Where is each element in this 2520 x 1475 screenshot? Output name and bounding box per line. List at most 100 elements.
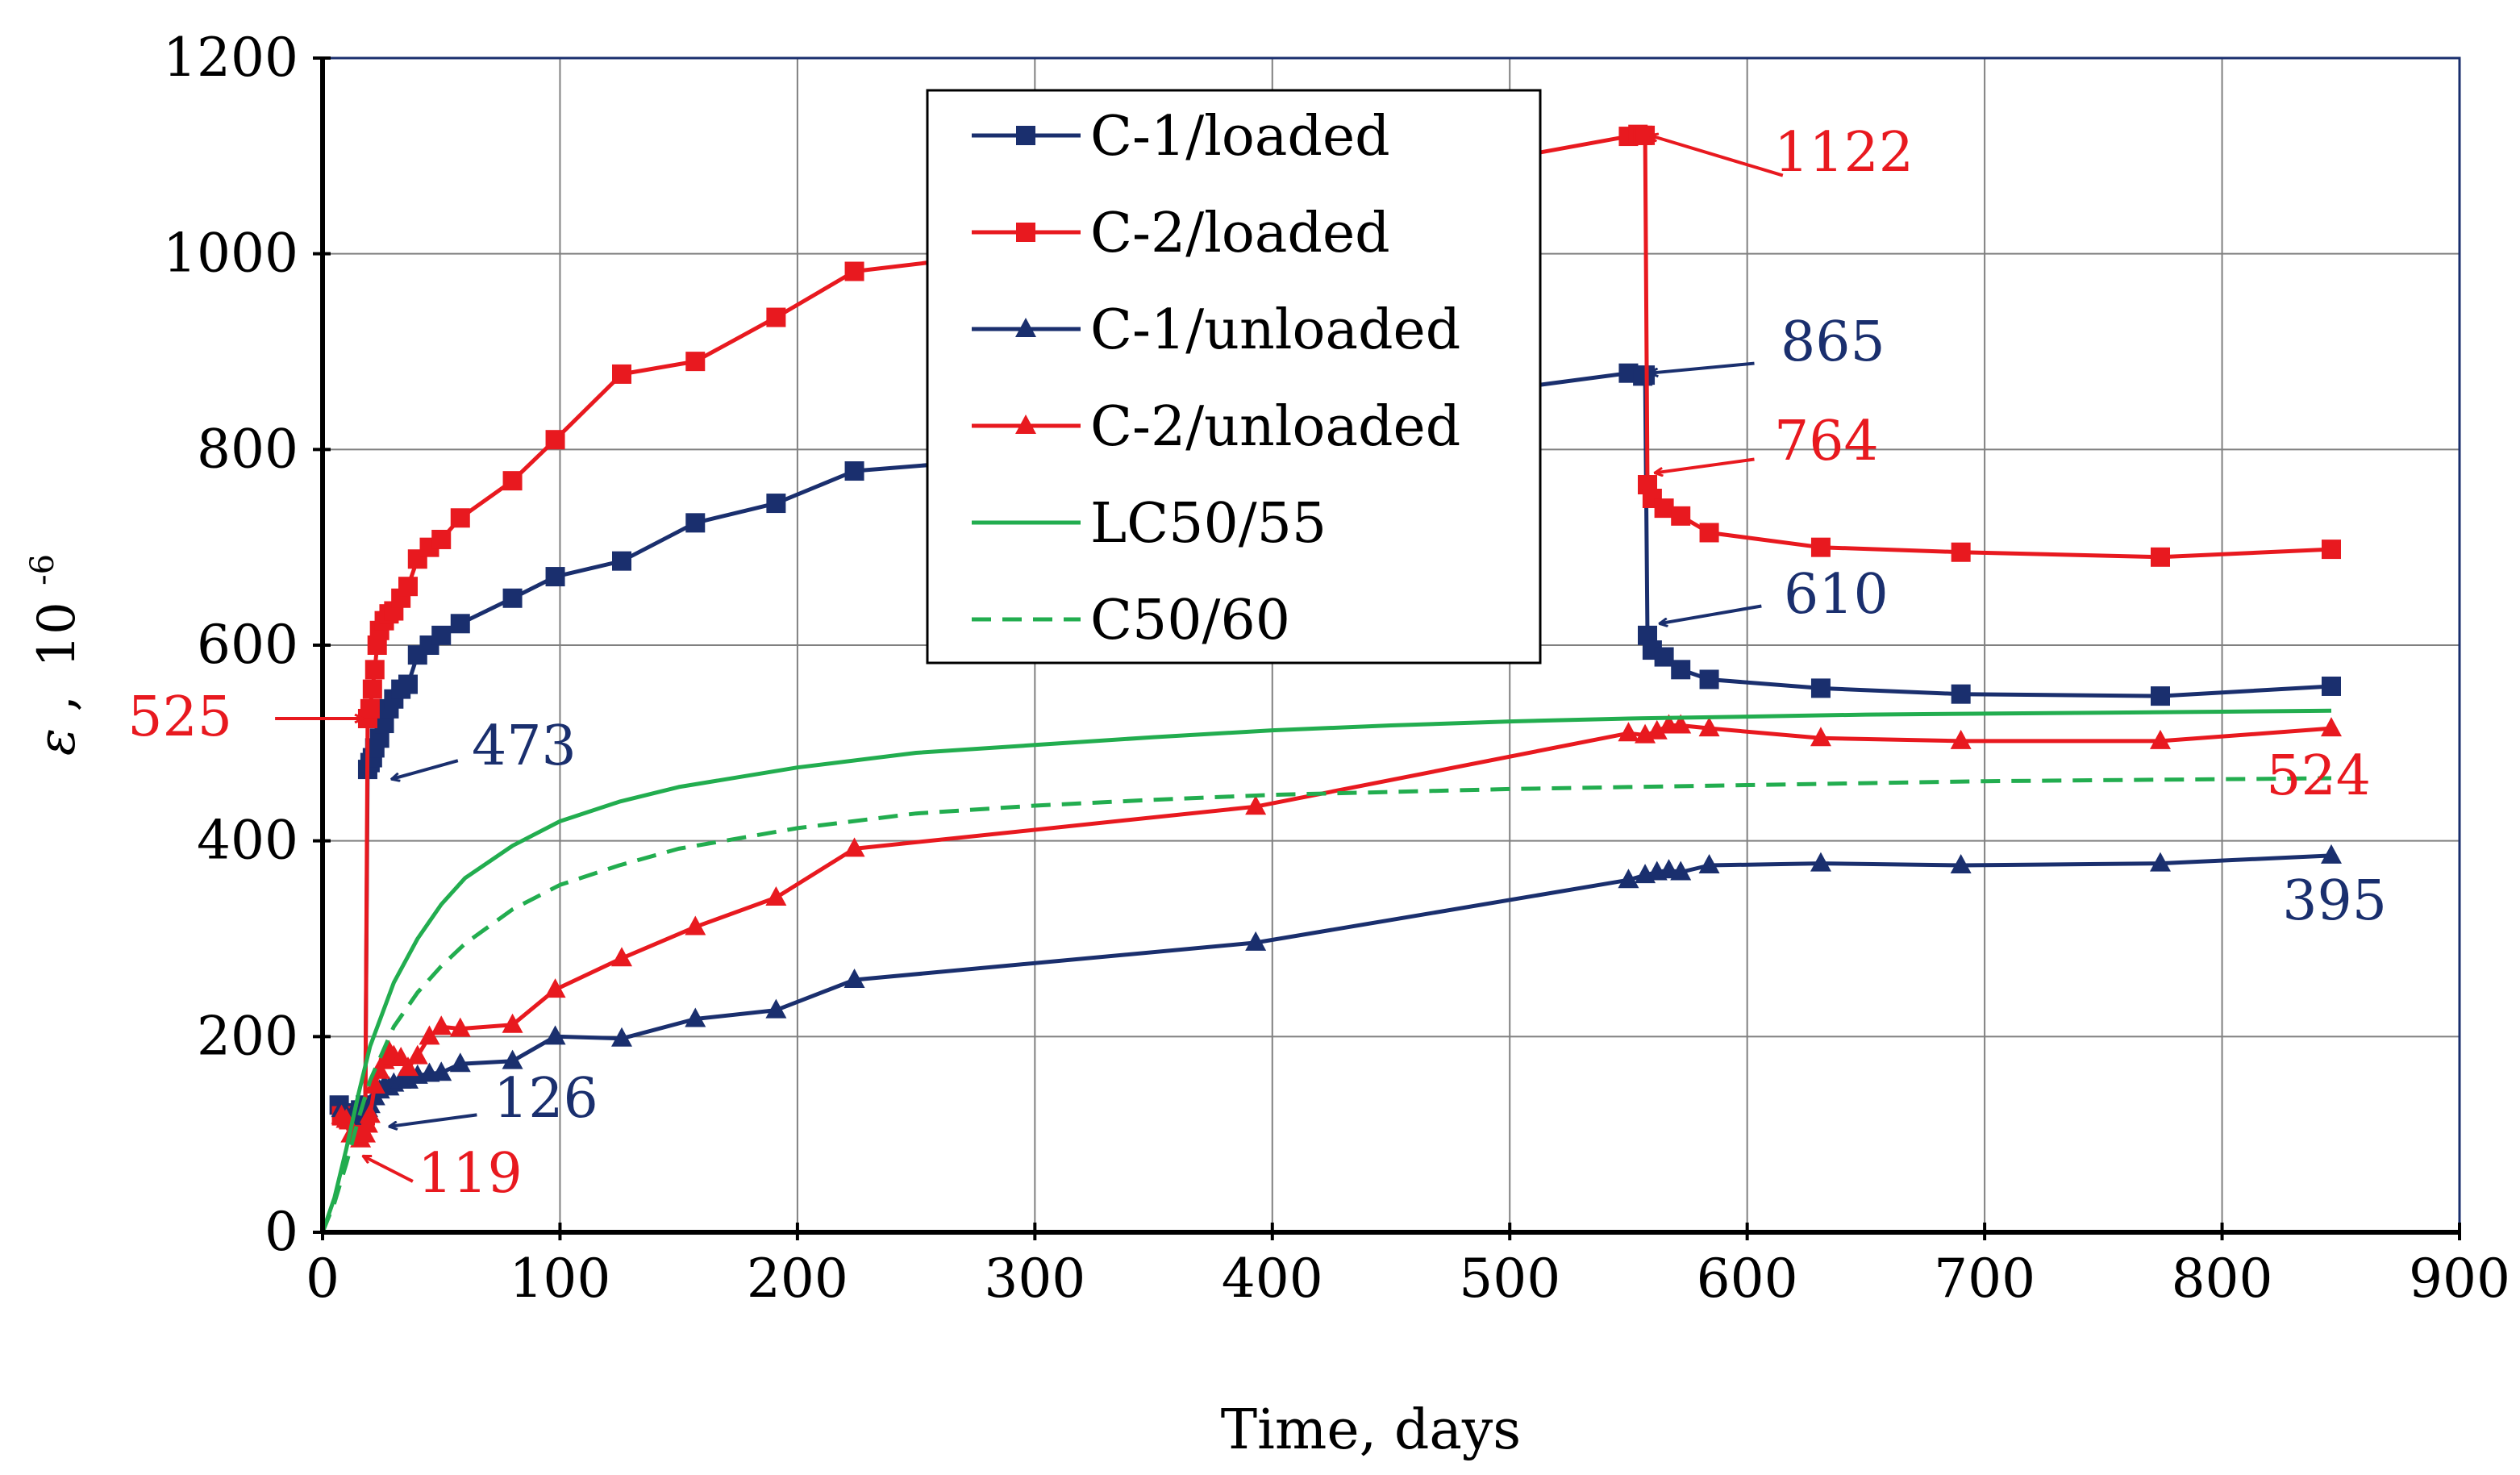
data-point-c1_loaded	[431, 625, 452, 645]
y-tick-label: 1000	[163, 223, 298, 285]
data-point-c2_loaded	[545, 430, 565, 450]
series-c50	[320, 776, 2332, 1233]
x-tick-label: 700	[1934, 1248, 2035, 1310]
data-point-c2_loaded	[362, 679, 382, 699]
data-point-c1_unloaded	[1618, 869, 1639, 889]
data-point-c1_unloaded	[544, 1025, 566, 1045]
data-point-c2_loaded	[844, 261, 864, 281]
data-point-c2_loaded	[612, 364, 631, 384]
y-axis-exponent: -6	[24, 554, 61, 585]
x-tick-label: 200	[747, 1248, 848, 1310]
data-point-c1_unloaded	[843, 968, 865, 988]
data-point-c2_unloaded	[398, 1056, 419, 1077]
data-point-c2_unloaded	[1810, 727, 1831, 747]
series-line-c2_unloaded	[339, 723, 2332, 1142]
annotation-label-764: 764	[1774, 410, 1879, 473]
data-point-c1_loaded	[685, 513, 706, 533]
x-axis-title: Time, days	[1221, 1398, 1521, 1462]
data-point-c2_unloaded	[1245, 795, 1267, 815]
y-axis-title: ε , 10 -6	[24, 554, 87, 756]
annotation-arrow-865	[1650, 361, 1755, 373]
legend-item-c1_unloaded: C-1/unloaded	[972, 298, 1460, 362]
annotation-label-524: 524	[2266, 744, 2371, 808]
legend-item-c2_unloaded: C-2/unloaded	[972, 395, 1460, 459]
annotation-arrow-764	[1655, 457, 1755, 473]
x-tick-label: 500	[1459, 1248, 1560, 1310]
data-point-c2_loaded	[1654, 498, 1674, 519]
data-point-c1_unloaded	[502, 1049, 523, 1069]
data-point-c1_unloaded	[449, 1052, 471, 1073]
data-point-c2_loaded	[1699, 523, 1719, 543]
data-point-c2_unloaded	[544, 978, 566, 998]
data-point-c1_unloaded	[685, 1007, 706, 1027]
data-point-c2_loaded	[364, 660, 385, 680]
legend-item-c50: C50/60	[972, 589, 1290, 652]
data-point-c1_loaded	[450, 614, 470, 634]
data-point-c2_loaded	[766, 307, 786, 327]
annotation-arrow-610	[1660, 604, 1762, 623]
data-point-c1_loaded	[844, 461, 864, 481]
legend-item-lc50: LC50/55	[972, 492, 1327, 556]
y-tick-label: 600	[197, 614, 298, 676]
data-point-c1_loaded	[398, 674, 418, 694]
data-point-c2_unloaded	[1670, 714, 1692, 734]
annotation-label-525: 525	[127, 685, 232, 749]
series-c2_unloaded	[331, 714, 2342, 1148]
y-axis-base: 10	[27, 602, 87, 667]
data-point-c1_unloaded	[1245, 931, 1267, 951]
data-point-c1_loaded	[2151, 686, 2170, 706]
data-point-c1_loaded	[2322, 676, 2341, 696]
legend-label-lc50: LC50/55	[1090, 492, 1327, 556]
data-point-c2_unloaded	[685, 915, 706, 935]
data-point-c2_loaded	[1671, 506, 1691, 526]
data-point-c2_loaded	[502, 471, 523, 491]
data-point-c2_unloaded	[449, 1017, 471, 1037]
legend-label-c2_unloaded: C-2/unloaded	[1090, 395, 1460, 459]
data-point-c2_unloaded	[843, 837, 865, 857]
data-point-c1_loaded	[612, 551, 631, 571]
tick-labels: 0 100 200 300 400 500 600 700 800 900 0 200 400 600 80…	[163, 27, 2510, 1310]
data-point-c1_unloaded	[1810, 852, 1831, 872]
data-point-c1_unloaded	[431, 1061, 452, 1081]
data-point-c2_unloaded	[1950, 729, 1972, 749]
y-tick-label: 800	[197, 418, 298, 480]
series-line-c50	[320, 776, 2332, 1233]
series-line-c1_unloaded	[339, 853, 2332, 1119]
annotations: 1122 865 764 610 525 473 126 119 524 395	[127, 121, 2387, 1206]
annotation-arrow-126	[389, 1113, 477, 1127]
annotation-label-610: 610	[1784, 563, 1889, 627]
annotation-arrow-119	[363, 1154, 414, 1183]
x-tick-label: 0	[306, 1248, 339, 1310]
data-point-c2_unloaded	[373, 1049, 395, 1069]
y-tick-label: 1200	[163, 27, 298, 89]
x-tick-label: 300	[984, 1248, 1085, 1310]
data-point-c1_unloaded	[2150, 852, 2171, 872]
data-point-c2_loaded	[2151, 547, 2170, 567]
series-c1_unloaded	[331, 844, 2342, 1125]
y-tick-label: 0	[264, 1201, 298, 1263]
y-tick-label: 400	[197, 810, 298, 872]
legend-box	[926, 89, 1542, 665]
series-layer	[320, 124, 2342, 1233]
data-point-c1_unloaded	[1950, 854, 1972, 873]
data-point-c1_loaded	[766, 494, 786, 514]
data-point-c2_unloaded	[1618, 722, 1639, 742]
legend-marker-c1_unloaded	[1015, 318, 1036, 337]
annotation-arrow-1122	[1650, 135, 1784, 177]
data-point-c2_unloaded	[356, 1113, 378, 1133]
x-tick-label: 400	[1222, 1248, 1323, 1310]
data-point-c1_loaded	[502, 588, 523, 608]
data-point-c2_unloaded	[765, 886, 787, 906]
legend-label-c1_loaded: C-1/loaded	[1090, 105, 1390, 169]
y-axis-separator: ,	[27, 695, 87, 711]
x-tick-label: 600	[1697, 1248, 1798, 1310]
annotation-label-473: 473	[472, 715, 577, 778]
data-point-c1_loaded	[545, 567, 565, 587]
data-point-c1_unloaded	[1670, 860, 1692, 881]
annotation-label-395: 395	[2282, 869, 2387, 933]
legend-label-c2_loaded: C-2/loaded	[1090, 202, 1390, 265]
data-point-c2_unloaded	[419, 1025, 440, 1045]
legend-item-c1_loaded: C-1/loaded	[972, 105, 1390, 169]
legend-marker-c2_unloaded	[1015, 415, 1036, 434]
